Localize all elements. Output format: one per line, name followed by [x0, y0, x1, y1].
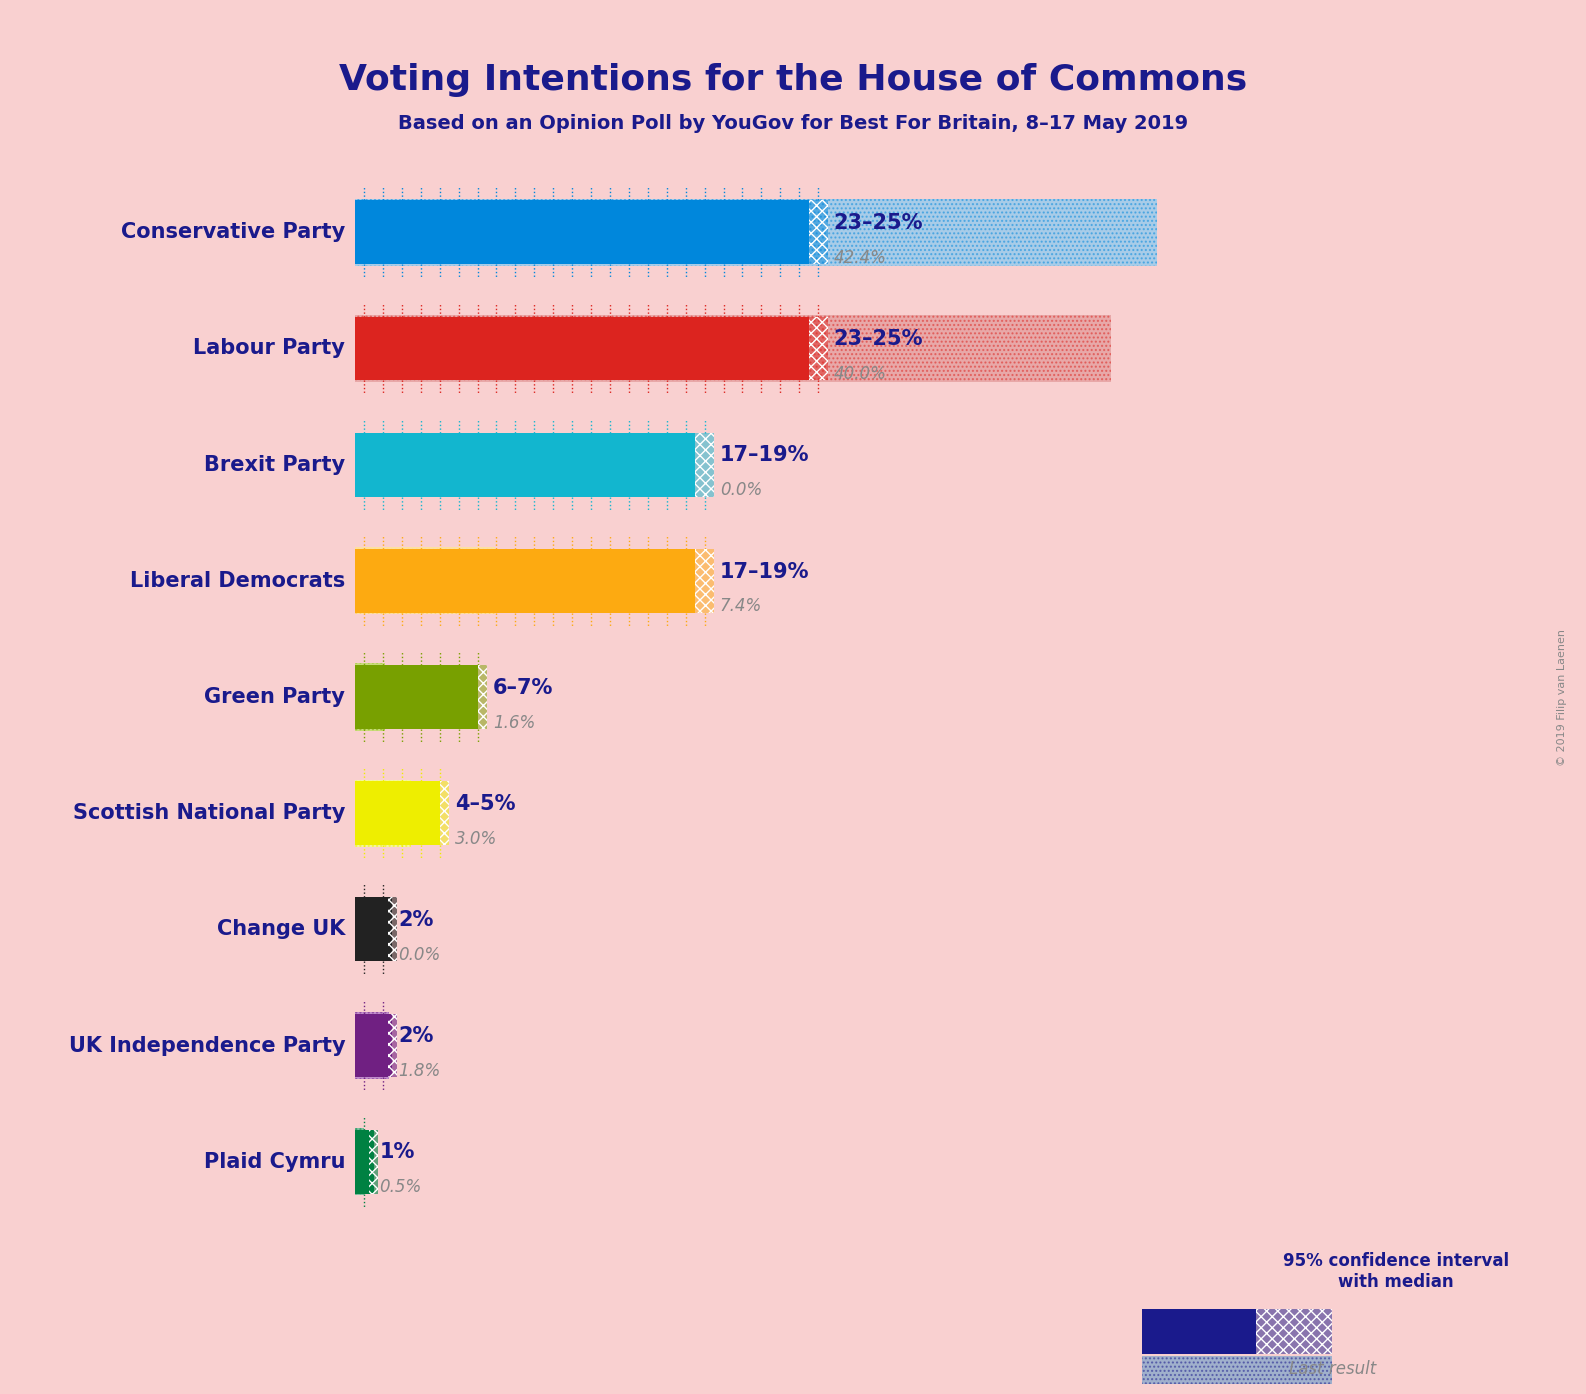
Text: 17–19%: 17–19% — [720, 562, 809, 581]
Bar — [355, 664, 385, 730]
Text: 2%: 2% — [398, 1026, 433, 1047]
Text: 0.5%: 0.5% — [379, 1178, 422, 1196]
Text: 40.0%: 40.0% — [833, 365, 887, 383]
Text: 42.4%: 42.4% — [833, 250, 887, 266]
Bar — [355, 315, 1112, 382]
Bar — [695, 549, 714, 613]
Bar — [695, 432, 714, 496]
Text: 1.6%: 1.6% — [493, 714, 534, 732]
Bar — [355, 199, 1156, 266]
Text: 23–25%: 23–25% — [833, 213, 923, 233]
Bar — [355, 1128, 365, 1195]
Text: Liberal Democrats: Liberal Democrats — [130, 570, 346, 591]
Bar — [355, 432, 695, 496]
Bar — [355, 1012, 389, 1079]
Bar — [809, 201, 828, 265]
Bar — [387, 898, 396, 962]
Bar — [355, 316, 809, 381]
Bar — [355, 199, 1156, 266]
Bar — [809, 316, 828, 381]
Text: Brexit Party: Brexit Party — [205, 454, 346, 475]
Bar — [355, 549, 695, 613]
Bar — [355, 779, 411, 846]
Bar — [439, 781, 449, 845]
Bar — [355, 548, 495, 615]
Text: 7.4%: 7.4% — [720, 598, 761, 615]
Text: 4–5%: 4–5% — [455, 793, 515, 814]
Bar — [809, 201, 828, 265]
Bar — [355, 664, 385, 730]
Text: 6–7%: 6–7% — [493, 677, 554, 698]
Bar — [695, 549, 714, 613]
Bar — [1256, 1309, 1332, 1354]
Bar — [355, 1128, 365, 1195]
Bar — [1256, 1309, 1332, 1354]
Bar — [477, 665, 487, 729]
Bar — [355, 779, 411, 846]
Bar — [355, 898, 392, 962]
Bar — [809, 316, 828, 381]
Text: 1.8%: 1.8% — [398, 1062, 441, 1080]
Bar — [355, 1129, 374, 1193]
Bar — [439, 781, 449, 845]
Text: 95% confidence interval
with median: 95% confidence interval with median — [1283, 1252, 1508, 1291]
Text: Change UK: Change UK — [217, 919, 346, 940]
Bar — [387, 898, 396, 962]
Bar — [477, 665, 487, 729]
Text: 1%: 1% — [379, 1142, 414, 1163]
Bar — [695, 432, 714, 496]
Text: Labour Party: Labour Party — [193, 339, 346, 358]
Bar — [370, 1129, 377, 1193]
Bar — [370, 1129, 377, 1193]
Text: 3.0%: 3.0% — [455, 829, 496, 848]
Text: Last result: Last result — [1288, 1361, 1377, 1377]
Bar — [355, 201, 809, 265]
Text: 0.0%: 0.0% — [398, 947, 441, 963]
Text: UK Independence Party: UK Independence Party — [68, 1036, 346, 1055]
Text: 0.0%: 0.0% — [720, 481, 761, 499]
Text: 17–19%: 17–19% — [720, 445, 809, 466]
Text: 23–25%: 23–25% — [833, 329, 923, 350]
Bar — [1142, 1309, 1256, 1354]
Bar — [355, 548, 495, 615]
Bar — [355, 1013, 392, 1078]
Text: 2%: 2% — [398, 910, 433, 930]
Bar — [355, 315, 1112, 382]
Text: Conservative Party: Conservative Party — [121, 222, 346, 243]
Text: Scottish National Party: Scottish National Party — [73, 803, 346, 824]
Bar — [355, 781, 439, 845]
Bar — [1142, 1355, 1332, 1383]
Text: Plaid Cymru: Plaid Cymru — [203, 1151, 346, 1172]
Text: © 2019 Filip van Laenen: © 2019 Filip van Laenen — [1557, 629, 1567, 765]
Bar — [387, 1013, 396, 1078]
Bar — [387, 1013, 396, 1078]
Bar — [355, 1012, 389, 1079]
Bar — [355, 665, 477, 729]
Text: Based on an Opinion Poll by YouGov for Best For Britain, 8–17 May 2019: Based on an Opinion Poll by YouGov for B… — [398, 114, 1188, 134]
Text: Voting Intentions for the House of Commons: Voting Intentions for the House of Commo… — [339, 63, 1247, 96]
Text: Green Party: Green Party — [205, 687, 346, 707]
Bar — [1142, 1355, 1332, 1383]
